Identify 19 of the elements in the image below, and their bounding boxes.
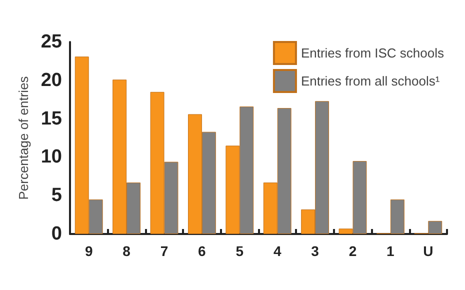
x-tick-label: 1 — [386, 243, 395, 259]
x-tick-label: 7 — [160, 243, 168, 259]
x-tick-label: U — [423, 243, 434, 259]
y-tick-label: 5 — [51, 185, 62, 206]
legend-label: Entries from all schools¹ — [300, 74, 440, 88]
y-tick-label: 15 — [40, 108, 62, 130]
x-tick-label: 9 — [84, 243, 93, 259]
x-tick-label: 8 — [122, 243, 131, 259]
x-tick-label: 5 — [236, 243, 244, 259]
x-tick-label: 4 — [273, 243, 282, 259]
x-tick-label: 3 — [311, 243, 320, 259]
y-axis-title: Percentage of entries — [16, 76, 31, 200]
y-tick-label: 10 — [40, 146, 62, 168]
x-tick-label: 6 — [198, 243, 206, 259]
y-tick-label: 25 — [40, 32, 62, 52]
y-tick-label: 20 — [40, 70, 62, 91]
y-tick-label: 0 — [51, 224, 62, 244]
x-tick-label: 2 — [348, 243, 357, 259]
legend-label: Entries from ISC schools — [300, 46, 444, 60]
